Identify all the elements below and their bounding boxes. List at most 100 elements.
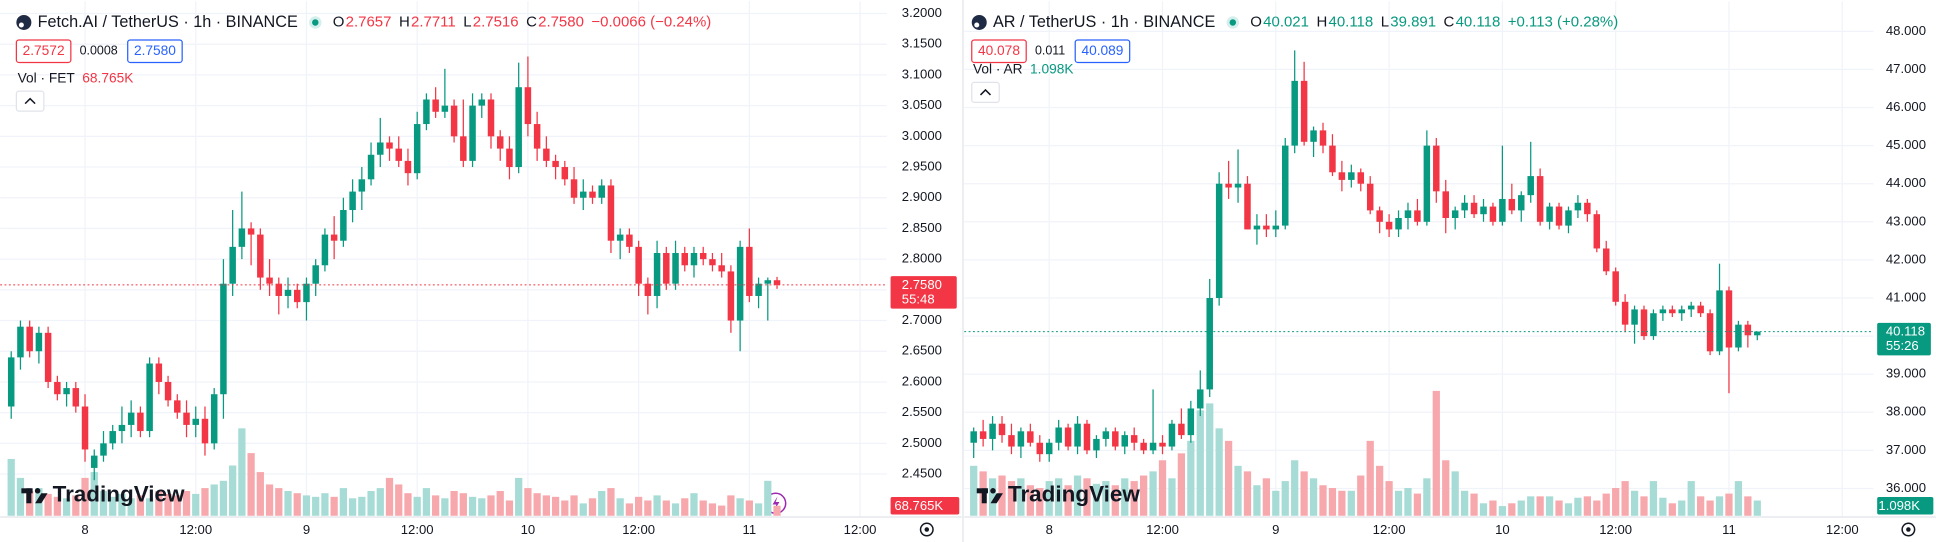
price-change: +0.113 (+0.28%) — [1508, 13, 1618, 30]
volume-bar — [1206, 403, 1214, 516]
volume-bar — [1017, 478, 1025, 516]
volume-bar — [118, 493, 126, 516]
candle-body — [109, 431, 116, 444]
candle-body — [998, 423, 1006, 436]
sell-button[interactable] — [971, 39, 1027, 64]
ohlc-value: 2.7516 — [473, 13, 519, 30]
volume-bar — [773, 505, 781, 516]
volume-bar — [478, 498, 486, 516]
candle-body — [644, 283, 652, 296]
volume-bar — [312, 496, 320, 516]
volume-bar — [1281, 481, 1289, 516]
volume-bar — [607, 488, 615, 516]
volume-bar — [524, 488, 532, 516]
volume-bar — [998, 475, 1006, 516]
volume-bar — [348, 498, 357, 516]
candle-body — [1310, 130, 1317, 142]
volume-bar — [459, 493, 467, 516]
volume-bar — [1291, 460, 1299, 516]
volume-bar — [745, 500, 753, 516]
candle-body — [746, 246, 753, 296]
candle-body — [1423, 145, 1431, 222]
candle-body — [543, 148, 550, 161]
volume-bar — [358, 496, 366, 516]
candle-body — [1716, 290, 1723, 352]
candle-body — [275, 283, 283, 296]
volume-bar — [671, 503, 680, 516]
watermark-logo — [35, 493, 48, 504]
candle-body — [764, 280, 772, 284]
volume-bar — [970, 465, 978, 516]
ohlc-letter: L — [1381, 13, 1389, 30]
volume-bar — [708, 503, 717, 516]
y-tick-label: 39.000 — [1886, 366, 1926, 381]
candle-body — [1754, 331, 1761, 336]
buy-button[interactable] — [1074, 39, 1131, 64]
spread: 0.0008 — [80, 43, 118, 57]
volume-bar — [1574, 497, 1582, 516]
x-tick-label: 12:00 — [401, 522, 434, 537]
volume-bar — [1347, 490, 1355, 516]
candle-body — [533, 124, 541, 149]
volume-bar — [1706, 500, 1714, 516]
candle-body — [1112, 431, 1119, 447]
buy-button[interactable] — [127, 39, 183, 64]
volume-bar — [265, 484, 274, 516]
volume-bar — [598, 491, 606, 516]
volume-bar — [16, 477, 25, 516]
volume-bar — [395, 484, 403, 516]
volume-bar — [1432, 390, 1440, 516]
candle-body — [1244, 183, 1251, 230]
candle-body — [580, 191, 587, 198]
sell-button[interactable] — [15, 39, 72, 64]
volume-bar — [1309, 478, 1318, 516]
watermark: TradingView — [53, 482, 185, 507]
candle-body — [736, 246, 744, 321]
candle-body — [1168, 423, 1176, 447]
candle-body — [1083, 423, 1091, 451]
candle-body — [1518, 195, 1525, 211]
candle-body — [1536, 176, 1544, 222]
volume-bar — [496, 491, 504, 516]
volume-bar — [145, 498, 154, 516]
x-tick-label: 12:00 — [1826, 522, 1859, 537]
candle-body — [118, 424, 126, 432]
volume-value-label: 68.765K — [894, 498, 943, 513]
volume-bar — [727, 495, 735, 516]
spread: 0.011 — [1035, 43, 1065, 57]
volume-bar — [1319, 485, 1327, 516]
volume-bar — [551, 496, 560, 516]
candle-body — [330, 234, 338, 241]
last-price-box — [1877, 322, 1931, 356]
candle-body — [1451, 210, 1459, 218]
candle-body — [432, 99, 439, 112]
volume-bar — [422, 488, 431, 516]
candle-body — [1319, 130, 1327, 146]
collapse-button[interactable] — [971, 81, 1000, 104]
volume-bar — [1394, 490, 1403, 516]
candle-body — [1045, 442, 1053, 455]
candle-body — [970, 431, 977, 443]
volume-bar — [1697, 496, 1705, 516]
y-tick-label: 47.000 — [1886, 61, 1926, 76]
candle-body — [340, 210, 347, 241]
candle-body — [1215, 183, 1223, 298]
candle-body — [681, 252, 689, 266]
volume-bar — [7, 458, 15, 516]
collapse-button[interactable] — [15, 90, 45, 112]
settings-icon[interactable] — [919, 522, 934, 537]
candle-body — [441, 105, 449, 112]
y-tick-label: 41.000 — [1886, 289, 1926, 304]
volume-bar — [1376, 465, 1384, 516]
volume-bar — [182, 491, 191, 516]
volume-bar — [1630, 490, 1639, 516]
x-tick-label: 8 — [81, 522, 88, 537]
candle-body — [989, 423, 996, 439]
y-tick-label: 3.2000 — [902, 5, 942, 20]
candle-body — [174, 400, 181, 413]
candle-body — [773, 280, 781, 285]
collapse-chevron — [979, 88, 992, 96]
settings-icon[interactable] — [1901, 522, 1916, 537]
y-tick-label: 43.000 — [1886, 213, 1926, 228]
volume-bar — [1489, 500, 1497, 516]
